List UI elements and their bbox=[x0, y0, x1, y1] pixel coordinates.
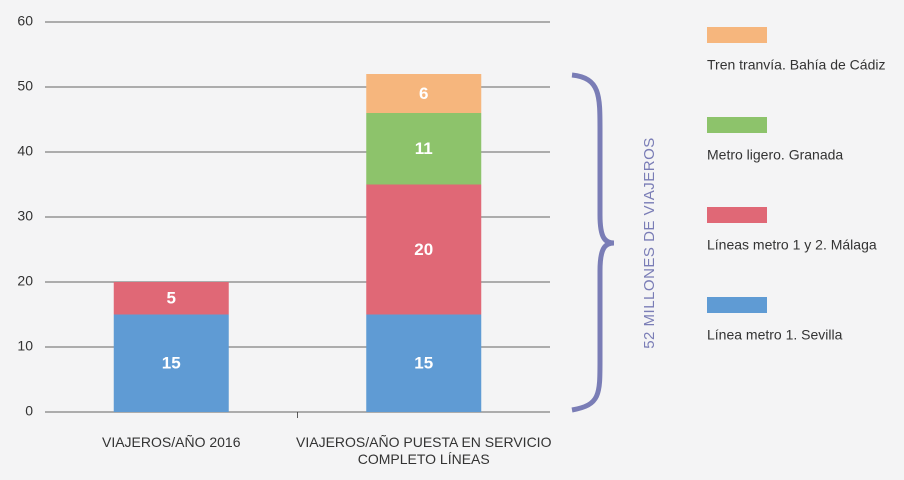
legend-label: Línea metro 1. Sevilla bbox=[707, 327, 843, 343]
y-tick-label: 0 bbox=[25, 403, 33, 419]
annotation: 52 MILLONES DE VIAJEROS bbox=[641, 137, 658, 349]
y-tick-label: 60 bbox=[17, 13, 33, 29]
value-label: 5 bbox=[167, 289, 176, 308]
legend-label: Tren tranvía. Bahía de Cádiz bbox=[707, 57, 885, 73]
bar-segment bbox=[366, 74, 482, 113]
bar-segment bbox=[366, 314, 482, 412]
legend-label: Metro ligero. Granada bbox=[707, 147, 843, 163]
x-tick-label: VIAJEROS/AÑO 2016 bbox=[101, 434, 241, 450]
bar-segment bbox=[366, 184, 482, 315]
value-label: 6 bbox=[419, 84, 428, 103]
legend-swatch bbox=[707, 207, 767, 223]
bar-segment bbox=[113, 314, 229, 412]
value-label: 11 bbox=[415, 139, 433, 158]
legend-swatch bbox=[707, 27, 767, 43]
y-tick-label: 50 bbox=[17, 78, 33, 94]
bar-segment bbox=[366, 113, 482, 185]
legend-label: Líneas metro 1 y 2. Málaga bbox=[707, 237, 877, 253]
brace bbox=[571, 72, 615, 413]
y-tick-label: 40 bbox=[17, 143, 33, 159]
value-label: 15 bbox=[162, 354, 181, 373]
bar-segment bbox=[113, 282, 229, 315]
legend-swatch bbox=[707, 117, 767, 133]
legend-swatch bbox=[707, 297, 767, 313]
x-tick-label: VIAJEROS/AÑO PUESTA EN SERVICIO COMPLETO… bbox=[296, 434, 552, 467]
y-tick-label: 20 bbox=[17, 273, 33, 289]
value-label: 15 bbox=[414, 354, 433, 373]
value-label: 20 bbox=[414, 240, 433, 259]
y-tick-label: 10 bbox=[17, 338, 33, 354]
y-tick-label: 30 bbox=[17, 208, 33, 224]
